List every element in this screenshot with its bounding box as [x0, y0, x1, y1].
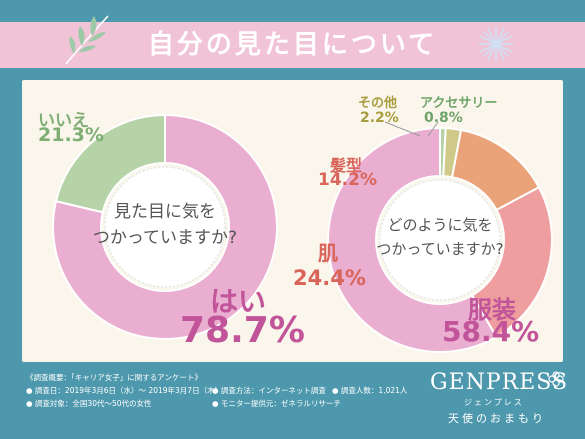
slice-label-yes: はい	[210, 285, 267, 318]
brand-logo: GENPRESS	[430, 370, 569, 395]
page-title: 自分の見た目について	[147, 30, 438, 60]
survey-heading: 《調査概要：「キャリア女子」に関するアンケート》	[26, 373, 202, 382]
survey-period: ● 調査日：2019年3月6日（水）〜 2019年3月7日（木）	[26, 386, 223, 395]
slice-label-hair: 髪型	[330, 156, 363, 175]
donut-2-slice-5	[439, 126, 447, 178]
slice-label-skin: 肌	[318, 241, 338, 265]
slice-label-other: その他	[358, 96, 398, 111]
donut-2-question-line-1: どのように気を	[387, 216, 492, 234]
survey-method: ● 調査方法：インターネット調査	[212, 386, 326, 395]
leader-line-2	[427, 121, 439, 137]
donut-1-slice-2	[54, 113, 166, 214]
snowflake-icon	[479, 27, 513, 61]
flower-icon	[548, 371, 564, 387]
slice-label-accessory: アクセサリー	[420, 96, 498, 111]
leader-line-1	[384, 121, 421, 137]
donut-2-center	[379, 179, 501, 301]
donut-1-question-line-1: 見た目に気を	[114, 202, 216, 222]
donut-2-slice-1	[327, 126, 498, 353]
donut-2-slice-2	[470, 185, 553, 339]
slice-value-other: 2.2%	[360, 110, 399, 126]
survey-provider: ● モニター提供元：ゼネラルリサーチ	[212, 399, 341, 408]
slice-label-clothes: 服装	[468, 296, 516, 324]
slice-value-hair: 14.2%	[318, 170, 377, 190]
slice-value-no: 21.3%	[38, 124, 104, 146]
survey-count: ● 調査人数：1,021人	[332, 386, 408, 395]
donut-2-question-line-2: つかっていますか?	[376, 240, 503, 258]
donut-1-slice-1	[52, 113, 278, 340]
brand-katakana: ジェンプレス	[464, 398, 524, 407]
donut-1-center	[104, 166, 226, 288]
slice-value-skin: 24.4%	[293, 266, 366, 290]
slice-value-yes: 78.7%	[180, 310, 305, 351]
donut-1-question-line-2: つかっていますか?	[93, 228, 237, 248]
slice-label-no: いいえ	[38, 111, 89, 131]
slice-value-accessory: 0.8%	[424, 110, 463, 126]
title-band	[0, 22, 585, 68]
survey-target: ● 調査対象：全国30代〜50代の女性	[26, 399, 152, 408]
slice-value-clothes: 58.4%	[442, 315, 540, 348]
brand-tagline: 天使のおまもり	[448, 412, 546, 425]
leaf-icon	[65, 15, 109, 65]
